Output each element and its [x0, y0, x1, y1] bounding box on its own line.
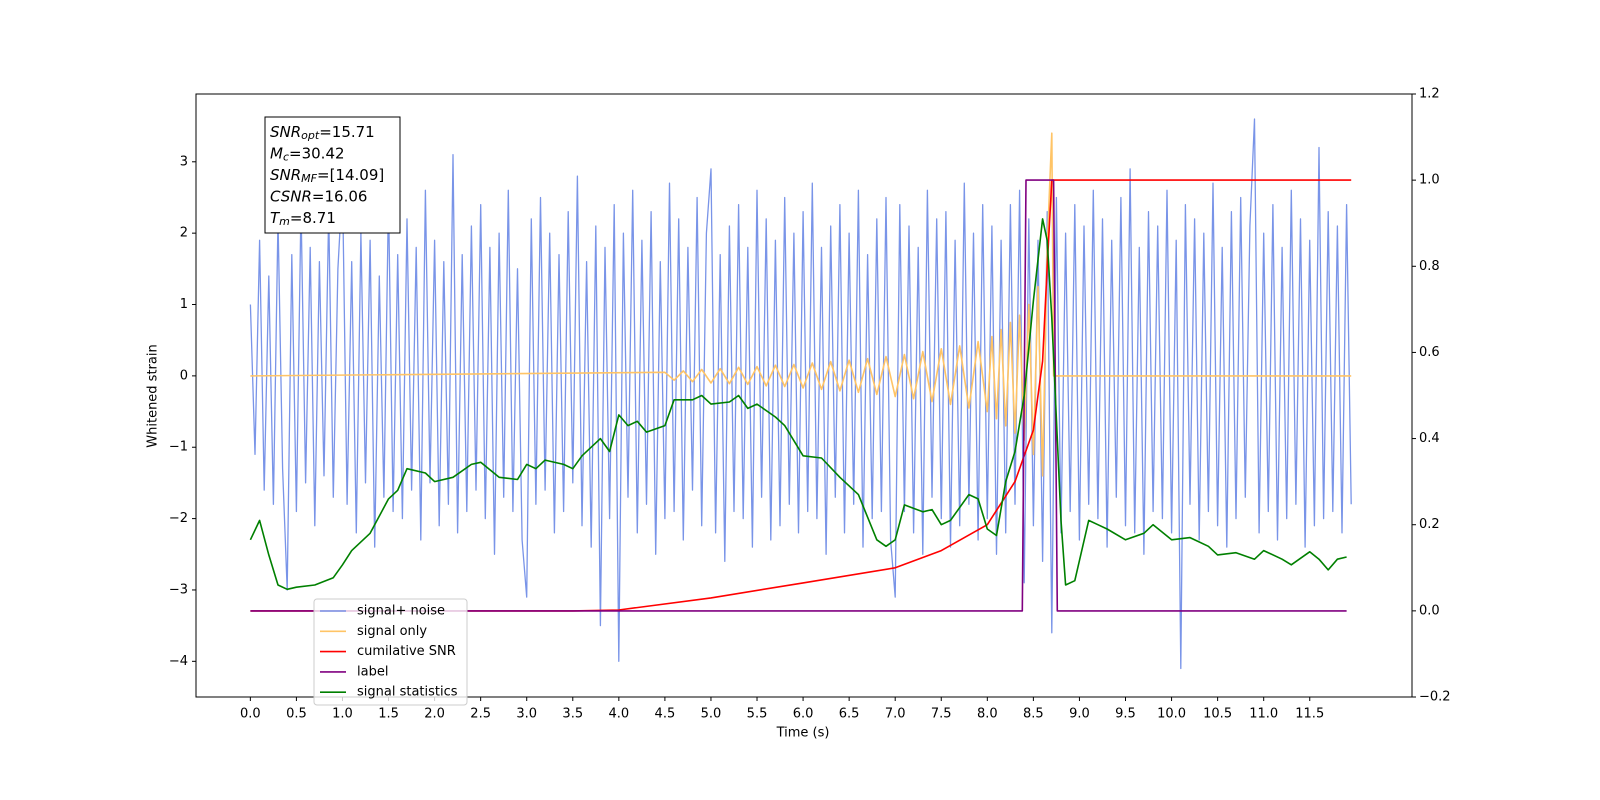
legend-label: cumilative SNR	[357, 644, 456, 659]
legend-label: signal statistics	[357, 685, 458, 700]
annotation-value: =30.42	[289, 144, 345, 162]
x-tick-label: 5.0	[701, 707, 722, 722]
legend-box	[313, 598, 468, 706]
x-tick-label: 2.5	[470, 707, 491, 722]
annotation-sub: opt	[301, 129, 320, 142]
y2-tick-label: −0.2	[1419, 690, 1451, 705]
annotation-line: SNRMF=[14.09]	[270, 166, 384, 186]
series-line	[250, 179, 1347, 612]
x-tick-label: 7.5	[931, 707, 952, 722]
x-tick-label: 9.0	[1069, 707, 1090, 722]
annotation-name: M	[270, 144, 283, 162]
annotation-name: CSNR	[270, 187, 312, 205]
x-tick-label: 4.5	[655, 707, 676, 722]
x-tick-label: 3.5	[562, 707, 583, 722]
y2-tick-label: 0.0	[1419, 603, 1440, 618]
y-tick-label: −3	[169, 582, 188, 597]
x-tick-label: 10.0	[1157, 707, 1186, 722]
annotation-name: SNR	[270, 166, 301, 184]
y2-tick-label: 1.2	[1419, 87, 1440, 102]
y-axis-label: Whitened strain	[146, 344, 161, 447]
y2-tick-label: 0.2	[1419, 517, 1440, 532]
x-tick-label: 0.0	[240, 707, 261, 722]
legend-label: signal+ noise	[357, 604, 445, 619]
x-tick-label: 9.5	[1115, 707, 1136, 722]
y-tick-label: 3	[180, 154, 188, 169]
y2-tick-label: 0.4	[1419, 431, 1440, 446]
x-tick-label: 1.5	[378, 707, 399, 722]
x-tick-label: 7.0	[885, 707, 906, 722]
x-tick-label: 5.5	[747, 707, 768, 722]
annotation-box	[264, 116, 401, 234]
x-tick-label: 1.0	[332, 707, 353, 722]
plot-frame	[195, 93, 1413, 698]
legend-label: label	[357, 664, 388, 679]
y-tick-label: −2	[169, 511, 188, 526]
x-tick-label: 2.0	[424, 707, 445, 722]
series-line	[249, 118, 1352, 670]
x-tick-label: 0.5	[286, 707, 307, 722]
x-axis-label: Time (s)	[776, 726, 830, 741]
y2-tick-label: 0.8	[1419, 259, 1440, 274]
x-tick-label: 6.0	[793, 707, 814, 722]
y-tick-label: 0	[180, 368, 188, 383]
x-tick-label: 11.0	[1249, 707, 1278, 722]
annotation-name: SNR	[270, 123, 301, 141]
annotation-sub: c	[283, 151, 289, 164]
y-tick-label: 1	[180, 297, 188, 312]
x-tick-label: 10.5	[1203, 707, 1232, 722]
x-tick-label: 11.5	[1295, 707, 1324, 722]
annotation-value: =16.06	[312, 187, 368, 205]
series-line	[250, 179, 1352, 612]
annotation-sub: MF	[301, 172, 317, 185]
annotation-value: =15.71	[319, 123, 375, 141]
annotation-name: T	[270, 209, 281, 227]
x-tick-label: 8.5	[1023, 707, 1044, 722]
annotation-value: =[14.09]	[317, 166, 384, 184]
x-tick-label: 6.5	[839, 707, 860, 722]
series-line	[249, 218, 1347, 591]
annotation-line: SNRopt=15.71	[270, 123, 375, 143]
y-tick-label: 2	[180, 226, 188, 241]
y-tick-label: −1	[169, 440, 188, 455]
series-line	[250, 132, 1352, 477]
y2-tick-label: 0.6	[1419, 345, 1440, 360]
x-tick-label: 3.0	[516, 707, 537, 722]
annotation-sub: m	[279, 215, 290, 228]
y2-tick-label: 1.0	[1419, 173, 1440, 188]
y-tick-label: −4	[169, 654, 188, 669]
annotation-line: Mc=30.42	[270, 144, 345, 164]
annotation-line: CSNR=16.06	[270, 187, 367, 205]
annotation-line: Tm=8.71	[270, 209, 336, 229]
x-tick-label: 8.0	[977, 707, 998, 722]
x-tick-label: 4.0	[608, 707, 629, 722]
legend-label: signal only	[357, 624, 427, 639]
annotation-value: =8.71	[290, 209, 336, 227]
